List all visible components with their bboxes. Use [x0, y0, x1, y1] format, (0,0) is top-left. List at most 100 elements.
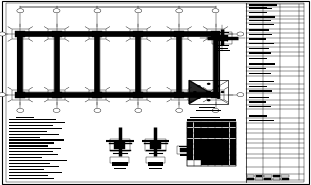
Bar [249, 29, 269, 31]
Bar [187, 122, 193, 127]
Bar [211, 31, 220, 37]
Bar [282, 178, 289, 180]
Bar [201, 122, 208, 127]
Circle shape [94, 108, 101, 112]
Circle shape [212, 9, 219, 13]
Bar [201, 155, 208, 160]
Bar [9, 151, 53, 152]
Bar [179, 146, 188, 147]
Bar [9, 178, 54, 179]
Bar [215, 149, 222, 154]
Bar [92, 31, 102, 37]
Bar [249, 12, 267, 13]
Bar [249, 73, 271, 74]
Bar [92, 92, 102, 98]
Circle shape [0, 93, 6, 97]
Bar [249, 97, 269, 98]
Bar [222, 144, 229, 149]
Bar [216, 32, 229, 33]
Bar [215, 160, 222, 165]
Bar [215, 144, 222, 149]
Bar [201, 128, 208, 133]
Bar [146, 139, 165, 151]
Bar [199, 107, 215, 108]
Bar [9, 163, 50, 164]
Bar [194, 144, 201, 149]
Bar [194, 133, 201, 138]
Bar [194, 155, 201, 160]
Bar [110, 157, 129, 163]
Bar [264, 175, 272, 177]
Bar [9, 119, 56, 120]
Bar [187, 122, 236, 166]
Bar [133, 31, 143, 37]
Bar [187, 133, 193, 138]
Bar [249, 7, 267, 9]
Circle shape [135, 9, 142, 13]
Bar [249, 4, 277, 6]
Circle shape [17, 9, 24, 13]
Bar [249, 20, 271, 21]
Circle shape [220, 91, 224, 93]
Bar [187, 139, 193, 144]
Circle shape [207, 99, 211, 101]
Circle shape [176, 9, 183, 13]
Bar [201, 160, 208, 165]
Bar [222, 149, 229, 154]
Bar [114, 168, 126, 169]
Bar [180, 148, 187, 152]
Bar [187, 144, 193, 149]
Circle shape [216, 97, 220, 99]
Bar [201, 133, 208, 138]
Bar [222, 139, 229, 144]
Bar [194, 128, 201, 133]
Bar [215, 128, 222, 133]
Bar [249, 8, 272, 9]
Bar [222, 155, 229, 160]
Bar [215, 122, 222, 127]
Bar [171, 90, 188, 100]
Bar [9, 175, 48, 176]
Bar [281, 178, 289, 180]
Bar [17, 32, 219, 97]
Bar [187, 119, 236, 121]
Bar [249, 52, 271, 54]
Bar [208, 122, 215, 127]
Bar [281, 175, 289, 177]
Bar [217, 48, 228, 49]
Bar [208, 144, 215, 149]
Bar [208, 133, 215, 138]
Bar [190, 117, 220, 118]
Bar [264, 178, 271, 180]
Bar [52, 92, 62, 98]
Bar [9, 122, 65, 123]
Bar [208, 149, 215, 154]
Bar [222, 160, 229, 165]
Bar [180, 154, 187, 156]
Bar [15, 31, 25, 37]
Bar [9, 131, 47, 132]
Bar [112, 162, 128, 166]
Bar [52, 31, 62, 37]
Circle shape [216, 85, 220, 87]
Bar [249, 38, 266, 40]
Bar [222, 128, 229, 133]
Bar [249, 16, 275, 18]
Bar [194, 122, 201, 127]
Bar [249, 90, 272, 92]
Circle shape [94, 9, 101, 13]
Bar [16, 117, 34, 118]
Bar [230, 139, 236, 144]
Bar [208, 160, 215, 165]
Bar [187, 128, 193, 133]
Bar [133, 92, 143, 98]
Bar [9, 128, 62, 129]
Bar [148, 162, 163, 166]
Bar [48, 29, 65, 39]
Bar [146, 157, 165, 163]
Circle shape [237, 32, 244, 36]
Bar [9, 142, 54, 144]
Bar [110, 139, 130, 151]
Circle shape [212, 108, 219, 112]
Bar [9, 160, 67, 161]
